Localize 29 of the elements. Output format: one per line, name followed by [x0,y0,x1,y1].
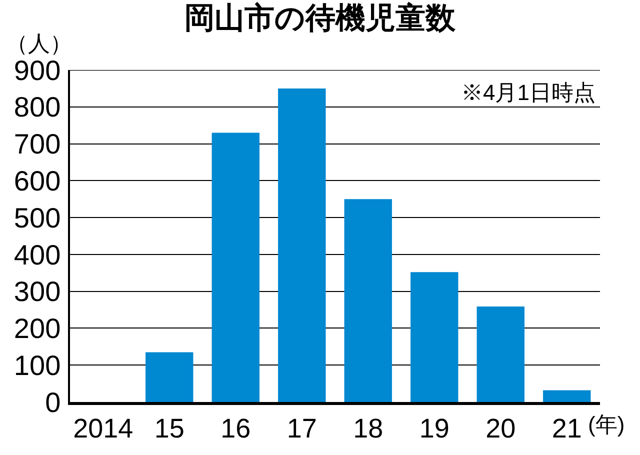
y-tick-label: 900 [14,54,61,86]
y-tick-label: 800 [14,92,61,123]
x-tick-label: 19 [419,413,450,444]
y-axis-title: （人） [6,31,72,56]
y-tick-label: 600 [14,165,61,196]
x-tick-label: 15 [154,413,184,444]
x-tick-label: 17 [286,413,317,444]
x-tick-label: 21 [552,413,582,444]
bar [212,132,260,402]
x-tick-label: 2014 [73,413,134,444]
y-tick-label: 200 [14,313,61,344]
y-tick-label: 100 [14,350,61,381]
x-tick-label: 18 [353,413,384,444]
x-tick-label: 16 [220,413,251,444]
bar [344,199,392,402]
y-tick-label: 300 [14,276,61,308]
bar [278,88,326,402]
y-tick-label: 400 [14,239,61,270]
bar [410,272,458,402]
x-tick-label: 20 [486,413,516,444]
bar [476,306,524,402]
x-axis-title: (年) [588,412,625,437]
y-tick-label: 500 [14,202,61,234]
annotation: ※4月1日時点 [461,80,596,105]
bar [543,390,591,402]
y-tick-label: 0 [45,386,61,418]
chart-title: 岡山市の待機児童数 [184,0,456,35]
y-tick-label: 700 [14,128,61,160]
bar [146,352,194,402]
